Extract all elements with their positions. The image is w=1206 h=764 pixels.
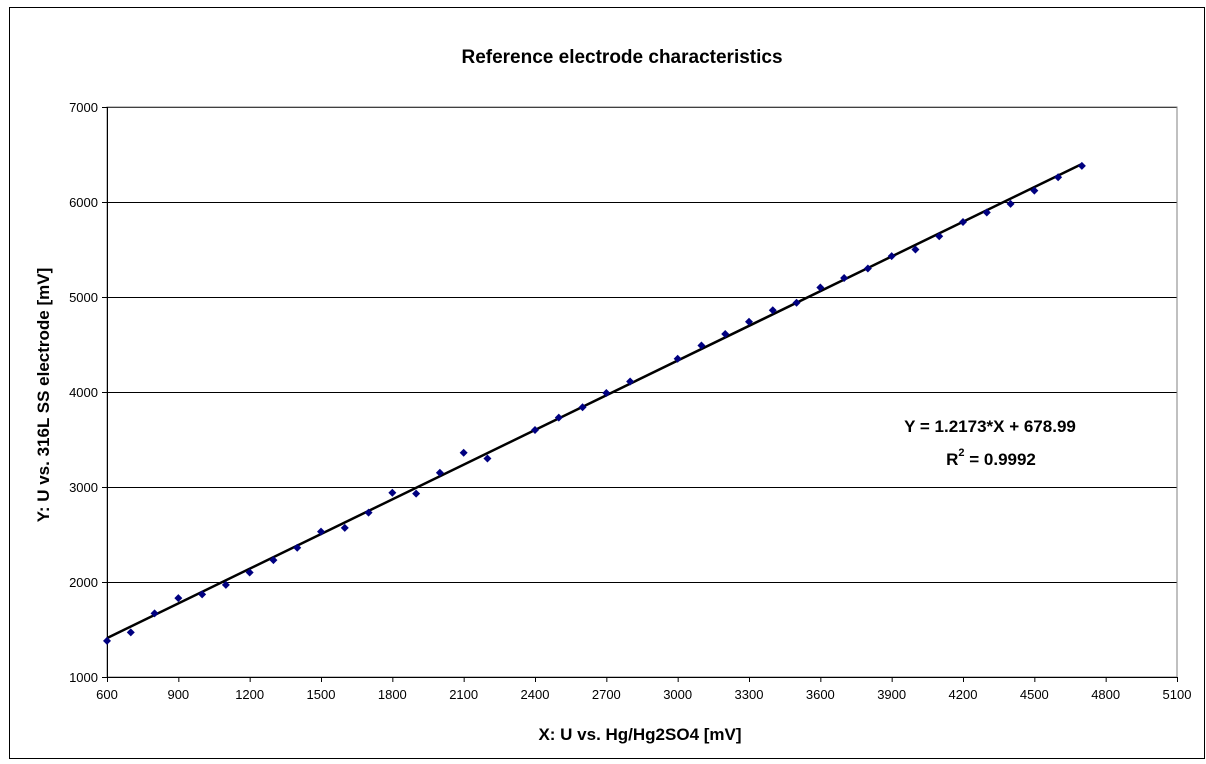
y-tick-label-0: 1000 <box>69 670 98 685</box>
data-point <box>887 252 896 261</box>
data-point <box>721 330 730 339</box>
x-tick-label-8: 3000 <box>663 687 692 702</box>
data-point <box>959 217 967 226</box>
data-point <box>483 454 492 463</box>
data-point <box>174 594 183 603</box>
data-point <box>459 448 468 457</box>
x-tick-label-14: 4800 <box>1091 687 1120 702</box>
data-point <box>626 377 635 386</box>
data-point <box>126 628 135 637</box>
y-tick-label-3: 4000 <box>69 385 98 400</box>
x-tick-label-7: 2700 <box>592 687 621 702</box>
data-point <box>673 354 682 363</box>
data-point <box>1077 161 1086 170</box>
chart-title: Reference electrode characteristics <box>461 47 782 68</box>
trendline <box>106 162 1083 640</box>
data-point <box>103 636 111 645</box>
x-tick-label-15: 5100 <box>1163 687 1192 702</box>
y-axis-label: Y: U vs. 316L SS electrode [mV] <box>34 268 53 522</box>
x-tick-label-1: 900 <box>167 687 189 702</box>
x-tick-label-10: 3600 <box>806 687 835 702</box>
data-point <box>554 413 563 422</box>
data-point <box>816 283 825 292</box>
data-point <box>792 298 801 307</box>
data-point <box>1054 173 1063 182</box>
data-point <box>245 568 254 577</box>
x-tick-label-9: 3300 <box>735 687 764 702</box>
r-squared-superscript: 2 <box>958 447 964 459</box>
data-point <box>578 403 587 412</box>
r-squared-label: R2 = 0.9992 <box>946 447 1036 469</box>
r-squared-prefix: R <box>946 450 958 469</box>
x-tick-label-11: 3900 <box>877 687 906 702</box>
y-tick-label-5: 6000 <box>69 195 98 210</box>
data-point <box>935 232 944 241</box>
data-point <box>293 543 302 552</box>
data-point <box>317 527 325 536</box>
y-tick-label-1: 2000 <box>69 575 98 590</box>
axes <box>107 107 1177 678</box>
data-point <box>697 341 706 350</box>
data-point <box>221 580 230 589</box>
data-point <box>911 245 920 254</box>
data-point <box>150 609 159 618</box>
data-point <box>388 488 397 497</box>
x-tick-label-5: 2100 <box>449 687 478 702</box>
r-squared-value: = 0.9992 <box>965 450 1036 469</box>
data-point <box>840 274 849 282</box>
trendline-equation: Y = 1.2173*X + 678.99 <box>904 417 1076 436</box>
data-point <box>768 306 777 315</box>
y-axis-ticks: 1000 2000 3000 4000 5000 6000 7000 <box>69 100 107 685</box>
data-point <box>1006 199 1015 208</box>
x-axis-label: X: U vs. Hg/Hg2SO4 [mV] <box>538 725 741 744</box>
data-point <box>982 208 991 217</box>
data-point <box>531 426 539 434</box>
data-point <box>435 468 444 477</box>
data-point <box>745 317 753 326</box>
x-tick-label-12: 4200 <box>949 687 978 702</box>
data-point <box>863 264 872 273</box>
chart-frame <box>9 7 1205 759</box>
x-tick-label-0: 600 <box>96 687 118 702</box>
x-tick-label-3: 1500 <box>307 687 336 702</box>
data-point <box>412 489 421 498</box>
data-points <box>103 161 1086 645</box>
y-tick-label-2: 3000 <box>69 480 98 495</box>
data-point <box>198 590 207 599</box>
data-point <box>269 556 278 565</box>
x-tick-label-2: 1200 <box>235 687 264 702</box>
data-point <box>364 508 373 517</box>
y-tick-label-6: 7000 <box>69 100 98 115</box>
x-tick-label-13: 4500 <box>1020 687 1049 702</box>
x-tick-label-4: 1800 <box>378 687 407 702</box>
data-point <box>340 523 349 532</box>
data-point <box>602 388 611 397</box>
y-tick-label-4: 5000 <box>69 290 98 305</box>
data-point <box>1030 186 1039 195</box>
x-axis-ticks: 600 900 1200 1500 1800 2100 2400 2700 3000 3300 36… <box>96 677 1191 702</box>
x-tick-label-6: 2400 <box>521 687 550 702</box>
